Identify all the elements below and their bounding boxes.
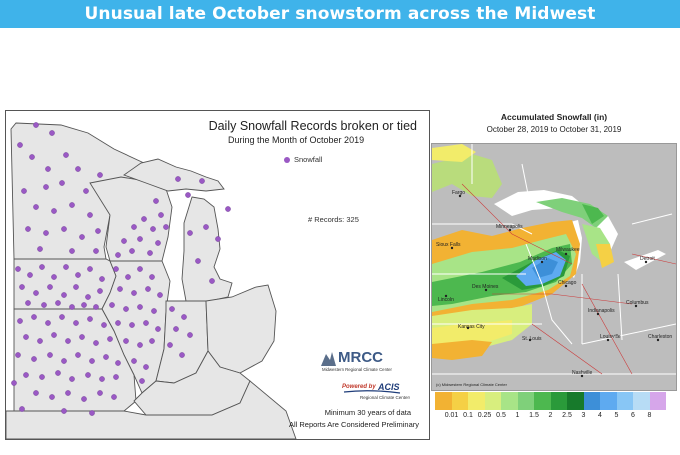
city-label: St. Louis: [522, 336, 542, 342]
city-label: Madison: [528, 256, 547, 262]
scale-label: 1.5: [529, 412, 539, 419]
svg-text:Powered by: Powered by: [342, 384, 376, 390]
scale-label: 8: [647, 412, 652, 419]
footnote-preliminary: All Reports Are Considered Preliminary: [288, 420, 419, 429]
svg-text:MRCC: MRCC: [338, 349, 383, 366]
scale-swatch: [501, 392, 518, 410]
svg-text:Regional Climate Centers: Regional Climate Centers: [360, 395, 410, 400]
city-label: Charleston: [648, 334, 672, 340]
snowfall-color-scale: 0.01 0.1 0.25 0.5 1 1.5 2 2.5 3 4 5 6 8: [431, 392, 675, 428]
svg-text:ACIS: ACIS: [377, 382, 400, 392]
mrcc-logo: MRCC Midwestern Regional Climate Center: [318, 344, 398, 374]
state-michigan-up: [123, 158, 225, 192]
city-label: Kansas City: [458, 324, 485, 330]
lake-erie: [624, 250, 666, 270]
city-label: Sioux Falls: [436, 242, 461, 248]
banner: Unusual late October snowstorm across th…: [0, 0, 680, 28]
scale-label: 6: [631, 412, 635, 419]
footnote-min-data: Minimum 30 years of data: [324, 408, 411, 417]
snowfall-map-canvas: Fargo Minneapolis Sioux Falls Madison Mi…: [432, 144, 676, 390]
city-label: Fargo: [452, 190, 465, 196]
scale-swatch: [550, 392, 567, 410]
state-illinois: [101, 260, 171, 394]
city-label: Minneapolis: [496, 224, 523, 230]
scale-label: 5: [614, 412, 619, 419]
scale-swatch: [468, 392, 485, 410]
city-label: Indianapolis: [588, 308, 615, 314]
state-michigan-lp: [181, 196, 233, 302]
records-map-panel: Daily Snowfall Records broken or tied Du…: [5, 110, 430, 440]
records-map: [6, 122, 297, 439]
city-label: Detroit: [640, 256, 655, 262]
snowfall-marker-swatch: [284, 156, 290, 163]
records-map-title: Daily Snowfall Records broken or tied: [208, 119, 417, 133]
scale-swatch: [583, 392, 600, 410]
snowfall-map-dates: October 28, 2019 to October 31, 2019: [486, 125, 622, 134]
scale-label: 4: [598, 412, 602, 419]
acis-logo: Powered by ACIS Regional Climate Centers: [342, 382, 410, 400]
scale-swatch: [600, 392, 617, 410]
scale-label: 1: [515, 412, 520, 419]
city-label: Chicago: [558, 280, 577, 286]
scale-swatch: [451, 392, 468, 410]
scale-swatch: [484, 392, 501, 410]
records-count: # Records: 325: [308, 215, 359, 224]
city-label: Lincoln: [438, 297, 454, 303]
scale-label: 0.01: [444, 412, 459, 419]
scale-label: 2.5: [562, 412, 572, 419]
scale-swatch: [517, 392, 534, 410]
records-map-legend: Snowfall: [284, 155, 322, 164]
snowfall-map-title: Accumulated Snowfall (in): [500, 112, 608, 122]
lake-superior: [494, 190, 582, 216]
state-south: [6, 380, 297, 439]
scale-swatch: [567, 392, 584, 410]
scale-swatch: [616, 392, 633, 410]
scale-label: 0.25: [477, 412, 492, 419]
city-label: Louisville: [600, 334, 621, 340]
scale-bar: [435, 392, 675, 410]
scale-label: 0.1: [463, 412, 473, 419]
records-map-subtitle: During the Month of October 2019: [228, 135, 365, 145]
copyright-label: (c) Midwestern Regional Climate Center: [436, 382, 508, 387]
scale-swatch: [534, 392, 551, 410]
scale-labels: 0.01 0.1 0.25 0.5 1 1.5 2 2.5 3 4 5 6 8: [431, 412, 675, 426]
snowfall-record-markers: [11, 122, 231, 416]
city-label: Milwaukee: [556, 247, 580, 253]
city-label: Nashville: [572, 370, 593, 376]
svg-text:Midwestern Regional Climate Ce: Midwestern Regional Climate Center: [322, 367, 393, 372]
city-label: Des Moines: [472, 284, 499, 290]
scale-label: 0.5: [496, 412, 506, 419]
banner-title: Unusual late October snowstorm across th…: [84, 4, 596, 24]
legend-label: Snowfall: [294, 155, 323, 164]
city-label: Columbus: [626, 300, 649, 306]
snowfall-map: Fargo Minneapolis Sioux Falls Madison Mi…: [431, 143, 677, 391]
scale-swatch: [649, 392, 666, 410]
scale-label: 3: [581, 412, 586, 419]
scale-swatch: [633, 392, 650, 410]
scale-swatch: [435, 392, 452, 410]
scale-label: 2: [548, 412, 553, 419]
